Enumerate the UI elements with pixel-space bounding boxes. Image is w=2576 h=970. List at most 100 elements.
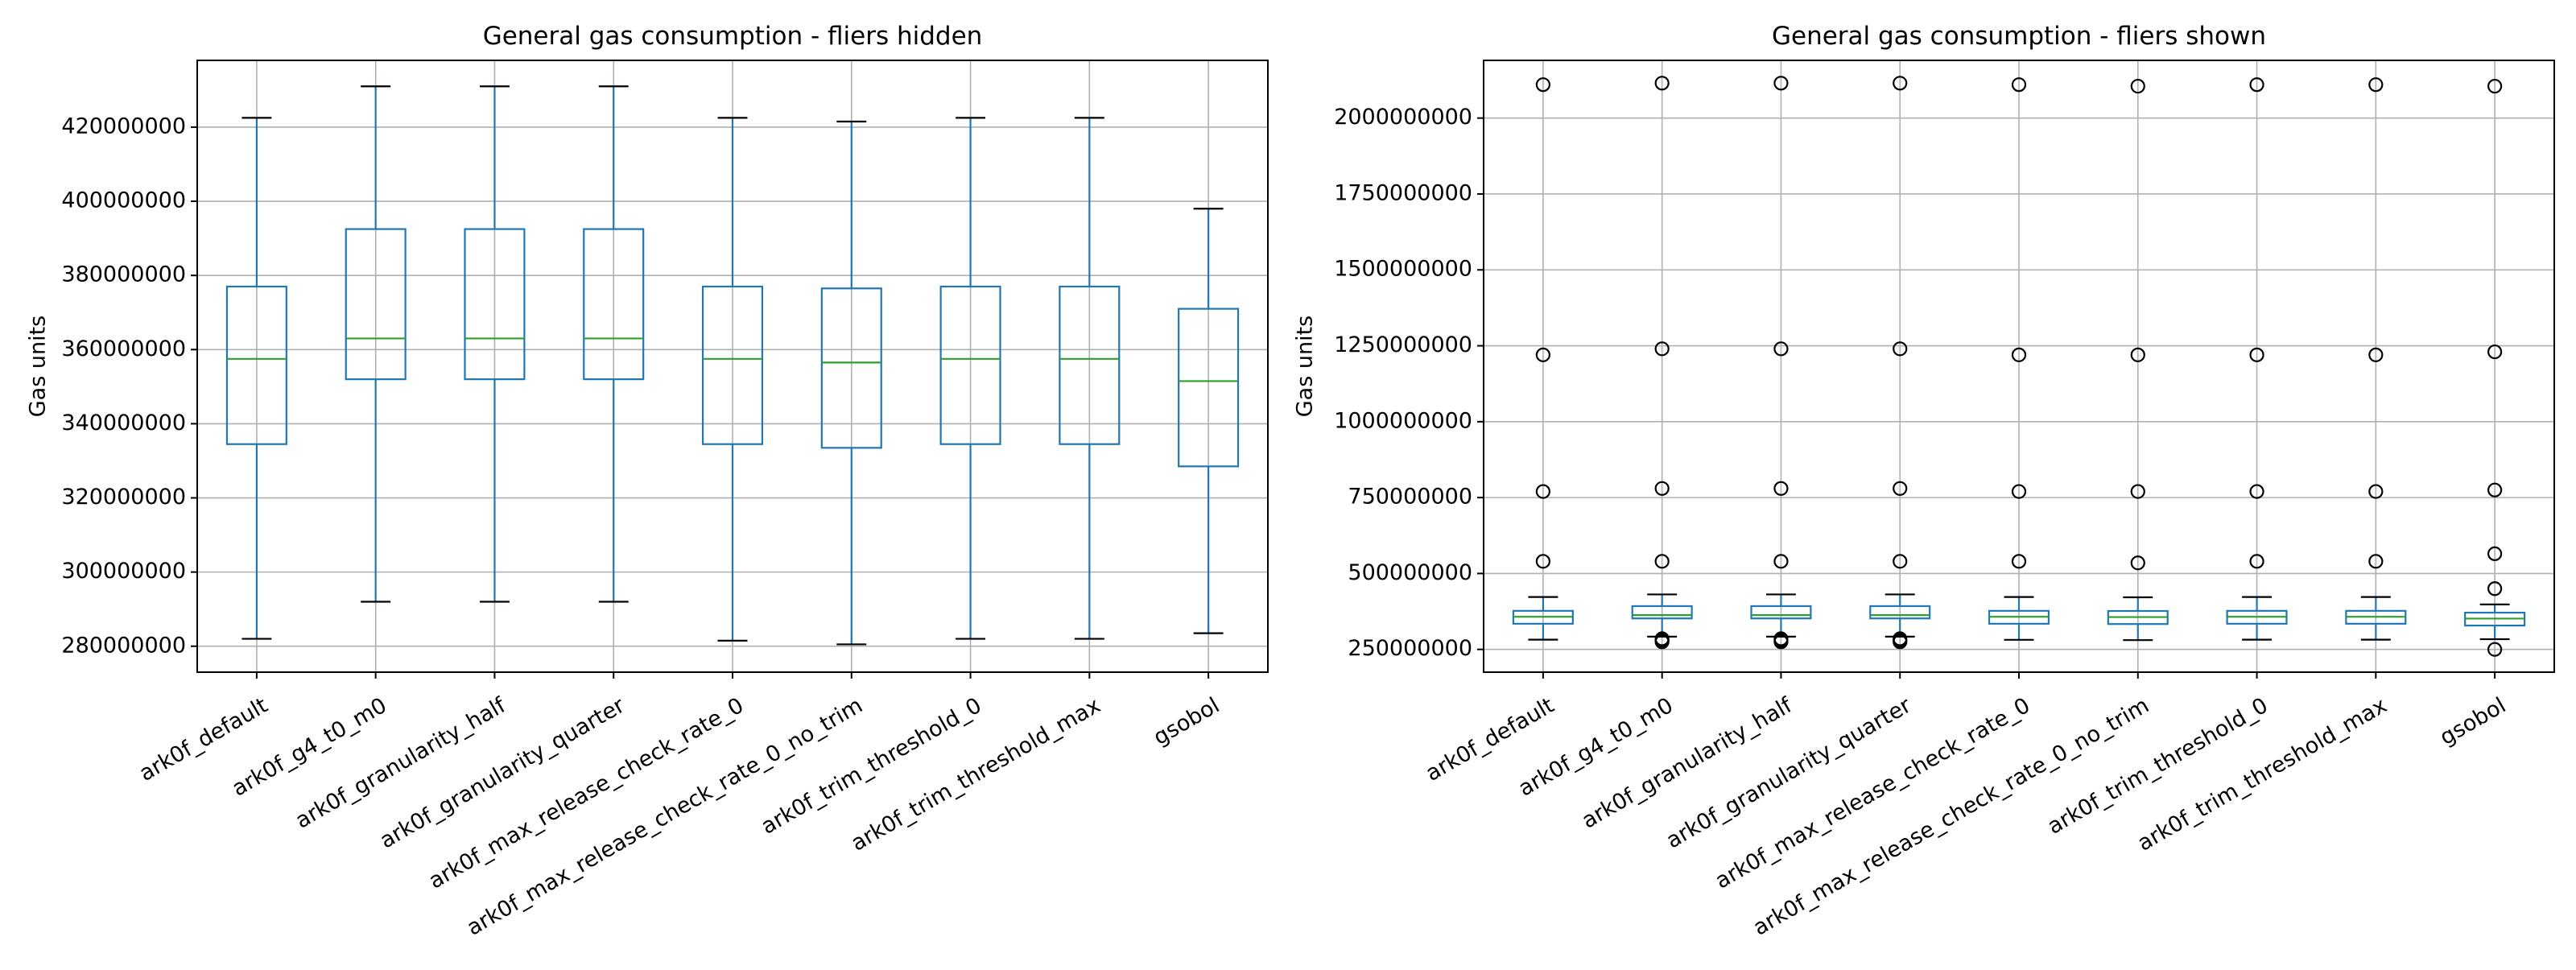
- flier-point: [2130, 347, 2145, 362]
- chart-title: General gas consumption - fliers shown: [1772, 22, 2266, 51]
- flier-point: [2130, 484, 2145, 499]
- box-ark0f_granularity_quarter: [583, 85, 645, 603]
- y-tick-label: 750000000: [1348, 485, 1472, 510]
- grid-lines: [1484, 60, 2554, 672]
- y-tick-label: 2000000000: [1334, 105, 1472, 130]
- box-ark0f_max_release_check_rate_0_no_trim: [820, 120, 882, 646]
- box-iqr: [1750, 605, 1812, 620]
- box-ark0f_g4_t0_m0: [345, 85, 407, 603]
- x-tick-label: gsobol: [2436, 693, 2510, 750]
- flier-point: [2487, 642, 2503, 657]
- box-ark0f_max_release_check_rate_0: [1988, 77, 2050, 641]
- box-iqr: [345, 228, 407, 381]
- flier-point: [2368, 347, 2384, 362]
- y-axis-label: Gas units: [1293, 316, 1318, 418]
- x-tick-label: ark0f_trim_threshold_0: [2043, 693, 2272, 840]
- box-ark0f_max_release_check_rate_0_no_trim: [2107, 78, 2169, 642]
- flier-point: [1535, 554, 1550, 569]
- y-tick-label: 320000000: [61, 485, 186, 510]
- flier-point: [2368, 484, 2384, 499]
- x-tick-label: gsobol: [1150, 693, 1224, 750]
- flier-point: [1535, 484, 1550, 499]
- y-tick-label: 1500000000: [1334, 257, 1472, 282]
- box-ark0f_trim_threshold_0: [2226, 77, 2288, 641]
- box-iqr: [701, 285, 764, 445]
- flier-point: [1773, 481, 1789, 496]
- flier-point: [2130, 78, 2145, 94]
- flier-point: [2487, 78, 2503, 94]
- flier-point: [1893, 76, 1908, 91]
- chart-panel-fliers-shown: General gas consumption - fliers shown G…: [1293, 22, 2555, 941]
- flier-point: [2249, 77, 2264, 93]
- box-iqr: [464, 228, 526, 381]
- box-ark0f_trim_threshold_max: [2345, 77, 2407, 641]
- flier-point: [1893, 554, 1908, 569]
- y-tick-label: 1250000000: [1334, 332, 1472, 357]
- flier-point: [2368, 554, 2384, 569]
- flier-point: [2011, 77, 2027, 93]
- flier-point: [2130, 555, 2145, 571]
- box-iqr: [939, 285, 1001, 445]
- flier-point: [1654, 481, 1670, 496]
- box-ark0f_default: [225, 117, 287, 640]
- flier-point: [2487, 344, 2503, 360]
- y-tick-label: 280000000: [61, 633, 186, 658]
- flier-point: [2249, 347, 2264, 362]
- flier-point: [2487, 581, 2503, 596]
- box-iqr: [1178, 308, 1240, 468]
- y-tick-label: 1000000000: [1334, 408, 1472, 433]
- flier-point: [1893, 481, 1908, 496]
- flier-point: [2487, 482, 2503, 497]
- chart-title: General gas consumption - fliers hidden: [483, 22, 983, 51]
- box-ark0f_max_release_check_rate_0: [701, 117, 764, 642]
- y-tick-label: 340000000: [61, 411, 186, 435]
- flier-point: [1773, 341, 1789, 357]
- x-tick-label: ark0f_granularity_half: [1578, 692, 1798, 834]
- box-gsobol: [1178, 208, 1240, 634]
- y-tick-label: 300000000: [61, 559, 186, 584]
- flier-point: [1654, 631, 1670, 646]
- box-gsobol: [2464, 78, 2526, 657]
- flier-point: [1893, 631, 1908, 646]
- box-ark0f_trim_threshold_0: [939, 117, 1001, 640]
- box-ark0f_granularity_half: [464, 85, 526, 603]
- box-ark0f_trim_threshold_max: [1059, 117, 1121, 640]
- x-tick-label: ark0f_granularity_half: [291, 692, 511, 834]
- y-tick-label: 1750000000: [1334, 180, 1472, 205]
- flier-point: [2011, 554, 2027, 569]
- x-tick-label: ark0f_trim_threshold_0: [757, 693, 985, 840]
- box-iqr: [583, 228, 645, 381]
- y-tick-label: 250000000: [1348, 636, 1472, 661]
- y-tick-label: 420000000: [61, 114, 186, 138]
- flier-point: [1535, 77, 1550, 93]
- y-tick-label: 500000000: [1348, 560, 1472, 585]
- box-ark0f_granularity_quarter: [1869, 76, 1931, 650]
- flier-point: [2249, 484, 2264, 499]
- box-iqr: [820, 287, 882, 449]
- box-iqr: [1059, 285, 1121, 445]
- flier-point: [1893, 341, 1908, 357]
- chart-panel-fliers-hidden: General gas consumption - fliers hidden …: [26, 22, 1269, 941]
- flier-point: [2487, 546, 2503, 562]
- box-iqr: [225, 285, 287, 445]
- box-iqr: [1869, 605, 1931, 620]
- box-ark0f_g4_t0_m0: [1631, 76, 1693, 650]
- flier-point: [1773, 554, 1789, 569]
- flier-point: [1535, 347, 1550, 362]
- flier-point: [2249, 554, 2264, 569]
- flier-point: [2011, 484, 2027, 499]
- flier-point: [2368, 77, 2384, 93]
- flier-point: [1773, 76, 1789, 91]
- flier-point: [2011, 347, 2027, 362]
- box-iqr: [1631, 605, 1693, 620]
- y-tick-label: 380000000: [61, 262, 186, 287]
- y-tick-label: 400000000: [61, 188, 186, 213]
- box-ark0f_granularity_half: [1750, 76, 1812, 650]
- y-tick-label: 360000000: [61, 336, 186, 361]
- flier-point: [1654, 341, 1670, 357]
- flier-point: [1654, 76, 1670, 91]
- y-axis-label: Gas units: [26, 316, 51, 418]
- box-ark0f_default: [1512, 77, 1574, 641]
